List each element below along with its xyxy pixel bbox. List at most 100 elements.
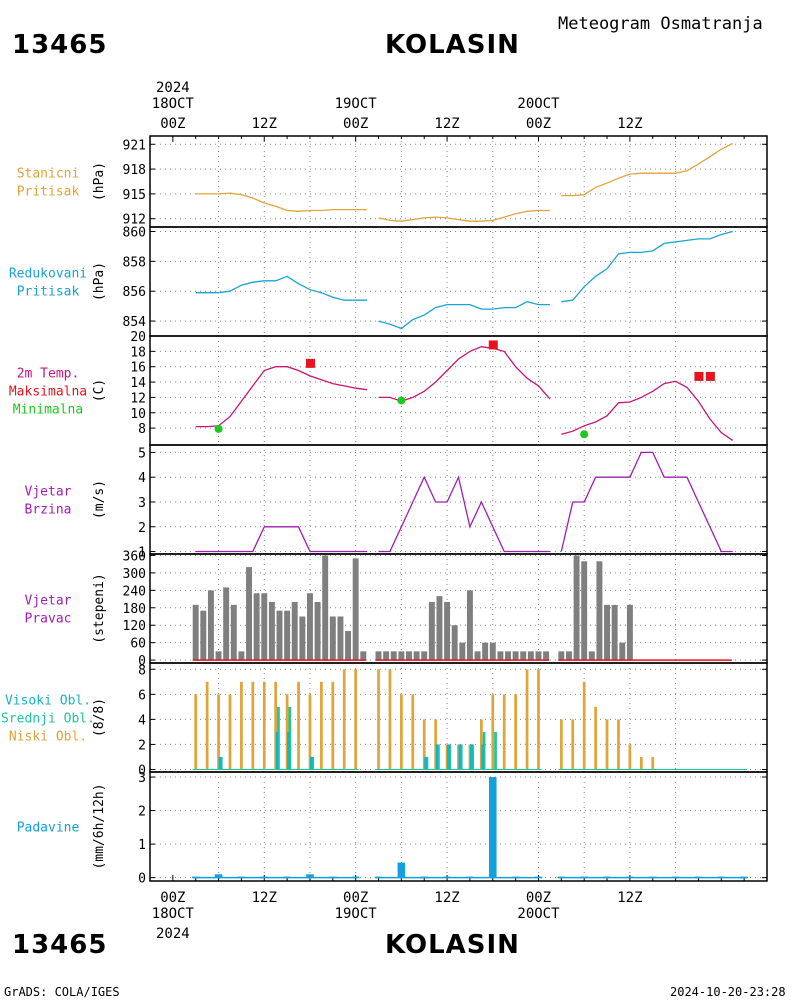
direction-bar — [558, 651, 565, 661]
bottom-date-label: 19OCT — [335, 906, 378, 922]
panel-label: Niski Obl. — [9, 730, 87, 745]
panel-frame — [149, 226, 768, 337]
panel-label: Vjetar — [25, 485, 72, 500]
mid-cloud-bar — [459, 744, 463, 770]
direction-bar — [588, 651, 595, 661]
direction-bar — [314, 601, 321, 661]
precip-bar — [489, 777, 497, 878]
panel-label: Vjetar — [25, 594, 72, 609]
low-cloud-bar — [205, 681, 209, 770]
y-axis-label: (hPa) — [92, 162, 107, 201]
direction-bar — [505, 651, 511, 661]
direction-bar — [253, 593, 260, 661]
low-cloud-bar — [582, 681, 586, 770]
direction-bar — [360, 651, 367, 661]
top-date-label: 19OCT — [335, 96, 378, 112]
low-cloud-bar — [571, 719, 575, 770]
direction-bar — [482, 642, 489, 661]
direction-bar — [626, 604, 633, 661]
direction-bar — [268, 601, 275, 661]
tmin-marker — [397, 396, 406, 405]
direction-bar — [223, 587, 230, 661]
y-tick-label: 240 — [123, 584, 146, 599]
series-line — [195, 366, 368, 428]
high-cloud-bar — [275, 731, 279, 770]
mid-cloud-bar — [277, 706, 280, 770]
y-tick-label: 18 — [130, 345, 146, 360]
station-name-bottom: KOLASIN — [385, 930, 520, 960]
direction-bar — [604, 604, 611, 661]
y-axis-label: (8/8) — [92, 698, 107, 737]
mid-cloud-bar — [311, 756, 315, 770]
y-tick-label: 16 — [130, 361, 146, 376]
direction-bar — [398, 651, 405, 661]
y-axis-label: (m/s) — [92, 480, 107, 519]
top-date-label: 20OCT — [517, 96, 560, 112]
low-cloud-bar — [502, 694, 506, 770]
direction-bar — [306, 593, 313, 661]
y-tick-label: 360 — [123, 549, 146, 564]
low-cloud-bar — [468, 744, 472, 770]
tmax-marker — [694, 371, 704, 381]
y-axis-label: (stepeni) — [92, 573, 107, 643]
direction-bar — [428, 601, 435, 661]
direction-bar — [375, 651, 382, 661]
low-cloud-bar — [388, 669, 392, 770]
direction-bar — [520, 651, 527, 661]
direction-bar — [261, 593, 268, 661]
panel-reduced-pressure: 854 856 858 860 (hPa) Redukovani Pritisak — [9, 225, 768, 337]
low-cloud-bar — [651, 756, 655, 770]
precip-bar — [397, 862, 406, 878]
low-cloud-bar — [605, 719, 609, 770]
low-cloud-bar — [308, 694, 312, 770]
panel-label: Pritisak — [17, 185, 80, 200]
high-cloud-bar — [424, 756, 427, 770]
direction-bar — [406, 651, 412, 661]
station-id-top: 13465 — [12, 30, 108, 60]
low-cloud-bar — [628, 744, 632, 770]
low-cloud-bar — [491, 694, 495, 770]
y-tick-label: 8 — [138, 422, 146, 437]
bottom-date-label: 12Z — [617, 890, 642, 906]
direction-bar — [421, 651, 428, 661]
low-cloud-bar — [514, 694, 518, 770]
high-cloud-bar — [309, 756, 313, 770]
low-cloud-bar — [525, 669, 529, 770]
direction-bar — [451, 625, 458, 661]
low-cloud-bar — [251, 681, 255, 770]
panel-frame — [149, 444, 768, 555]
precip-bar — [214, 874, 223, 878]
low-cloud-bar — [240, 681, 243, 770]
direction-bar — [619, 642, 626, 661]
panel-frame — [149, 771, 768, 882]
panel-label: Minimalna — [13, 403, 83, 418]
bottom-date-label: 20OCT — [517, 906, 560, 922]
low-cloud-bar — [274, 681, 278, 770]
panel-label: Stanicni — [17, 167, 80, 182]
low-cloud-bar — [411, 694, 415, 770]
direction-bar — [284, 610, 291, 661]
y-tick-label: 0 — [138, 763, 146, 778]
y-tick-label: 2 — [138, 521, 146, 536]
y-tick-label: 1 — [138, 838, 146, 853]
direction-bar — [337, 616, 344, 661]
panel-label: 2m Temp. — [17, 367, 80, 382]
y-tick-label: 5 — [138, 446, 146, 461]
panel-frame — [149, 553, 768, 664]
low-cloud-bar — [399, 694, 403, 770]
series-line — [378, 475, 550, 553]
top-date-label: 00Z — [343, 116, 368, 132]
bottom-date-label: 2024 — [156, 926, 190, 942]
direction-bar — [512, 651, 519, 661]
high-cloud-bar — [287, 731, 290, 770]
direction-bar — [291, 601, 298, 661]
top-date-label: 00Z — [526, 116, 551, 132]
direction-bar — [230, 604, 237, 661]
y-tick-label: 60 — [130, 637, 146, 652]
y-tick-label: 120 — [123, 619, 146, 634]
panel-label: Maksimalna — [9, 385, 87, 400]
series-line — [560, 451, 733, 553]
low-cloud-bar — [594, 706, 597, 770]
series-line — [561, 380, 734, 441]
panel-precipitation: 0 1 2 3 (mm/6h/12h) Padavine — [17, 771, 768, 887]
